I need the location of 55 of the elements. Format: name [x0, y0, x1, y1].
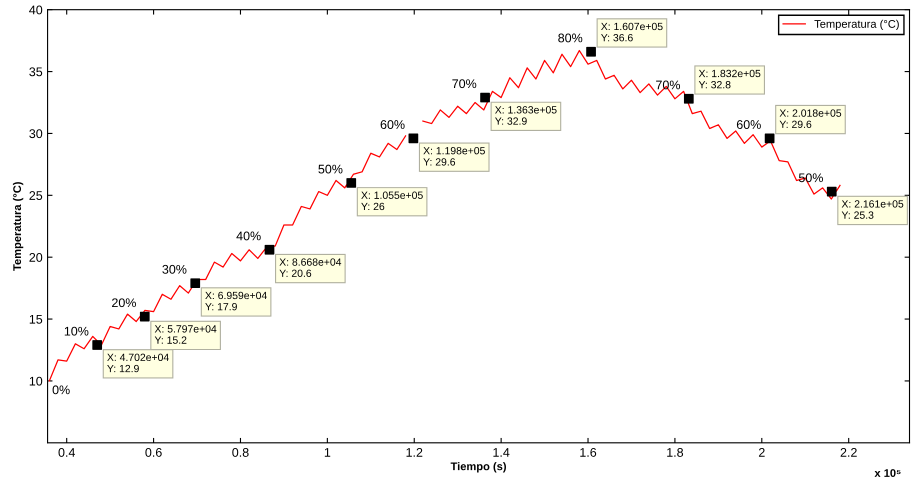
- x-tick-label: 1.6: [580, 448, 596, 457]
- data-label: X: 1.607e+05 Y: 36.6: [601, 22, 663, 42]
- annotation: 70%: [656, 80, 680, 90]
- x-axis-title: Tiempo (s): [450, 462, 506, 472]
- point: [480, 92, 490, 102]
- point: [346, 178, 356, 188]
- annotation: 30%: [162, 264, 186, 274]
- annotation: 80%: [558, 34, 582, 42]
- y-tick-label: 25: [29, 191, 42, 200]
- annotation: 10%: [64, 326, 88, 336]
- text: x 10⁵: [874, 469, 901, 477]
- annotation: 50%: [318, 164, 342, 174]
- point: [408, 134, 418, 144]
- annotation: 70%: [452, 79, 476, 88]
- y-tick-label: 35: [29, 67, 42, 76]
- data-label: X: 1.832e+05 Y: 32.8: [698, 70, 760, 88]
- annotation: 50%: [798, 173, 823, 182]
- data-label: X: 2.161e+05 Y: 25.3: [842, 200, 904, 219]
- y-tick-label: 10: [30, 376, 42, 386]
- annotation: 0%: [52, 385, 70, 394]
- data-label: X: 2.018e+05 Y: 29.6: [780, 109, 842, 128]
- annotation: 60%: [380, 120, 405, 129]
- data-label: X: 1.198e+05 Y: 29.6: [423, 147, 485, 166]
- point: [826, 186, 837, 196]
- x-tick-label: 2.2: [840, 448, 857, 457]
- point: [764, 134, 774, 144]
- y-tick-label: 15: [30, 314, 42, 324]
- y-tick-label: 20: [29, 252, 42, 262]
- x-tick-label: 1.4: [493, 448, 510, 457]
- x-tick-label: 0.4: [58, 448, 76, 457]
- x-tick-label: 1: [324, 448, 330, 457]
- legend-label: Temperatura (°C): [814, 20, 899, 30]
- point: [684, 94, 694, 104]
- x-tick-label: 2: [758, 448, 765, 457]
- point: [140, 312, 150, 322]
- annotation: 60%: [736, 120, 761, 129]
- data-label: X: 8.668e+04 Y: 20.6: [279, 258, 342, 277]
- point: [586, 46, 596, 57]
- annotation: 20%: [112, 298, 136, 308]
- x-tick-label: 0.6: [145, 448, 162, 457]
- point: [92, 340, 102, 350]
- y-tick-label: 40: [29, 6, 42, 14]
- data-label: X: 1.055e+05 Y: 26: [361, 192, 423, 210]
- data-label: X: 4.702e+04 Y: 12.9: [107, 354, 169, 372]
- data-label: X: 5.797e+04 Y: 15.2: [154, 325, 216, 344]
- data-label: X: 1.363e+05 Y: 32.9: [495, 106, 557, 125]
- point: [190, 278, 200, 288]
- annotation: 40%: [236, 231, 261, 240]
- x-tick-label: 1.2: [406, 448, 422, 457]
- y-tick-label: 30: [29, 129, 42, 138]
- data-label: X: 6.959e+04 Y: 17.9: [205, 292, 267, 310]
- point: [264, 244, 274, 255]
- x-tick-label: 0.8: [232, 448, 249, 457]
- y-axis-title: Temperatura (°C): [12, 182, 24, 271]
- x-tick-label: 1.8: [667, 448, 684, 457]
